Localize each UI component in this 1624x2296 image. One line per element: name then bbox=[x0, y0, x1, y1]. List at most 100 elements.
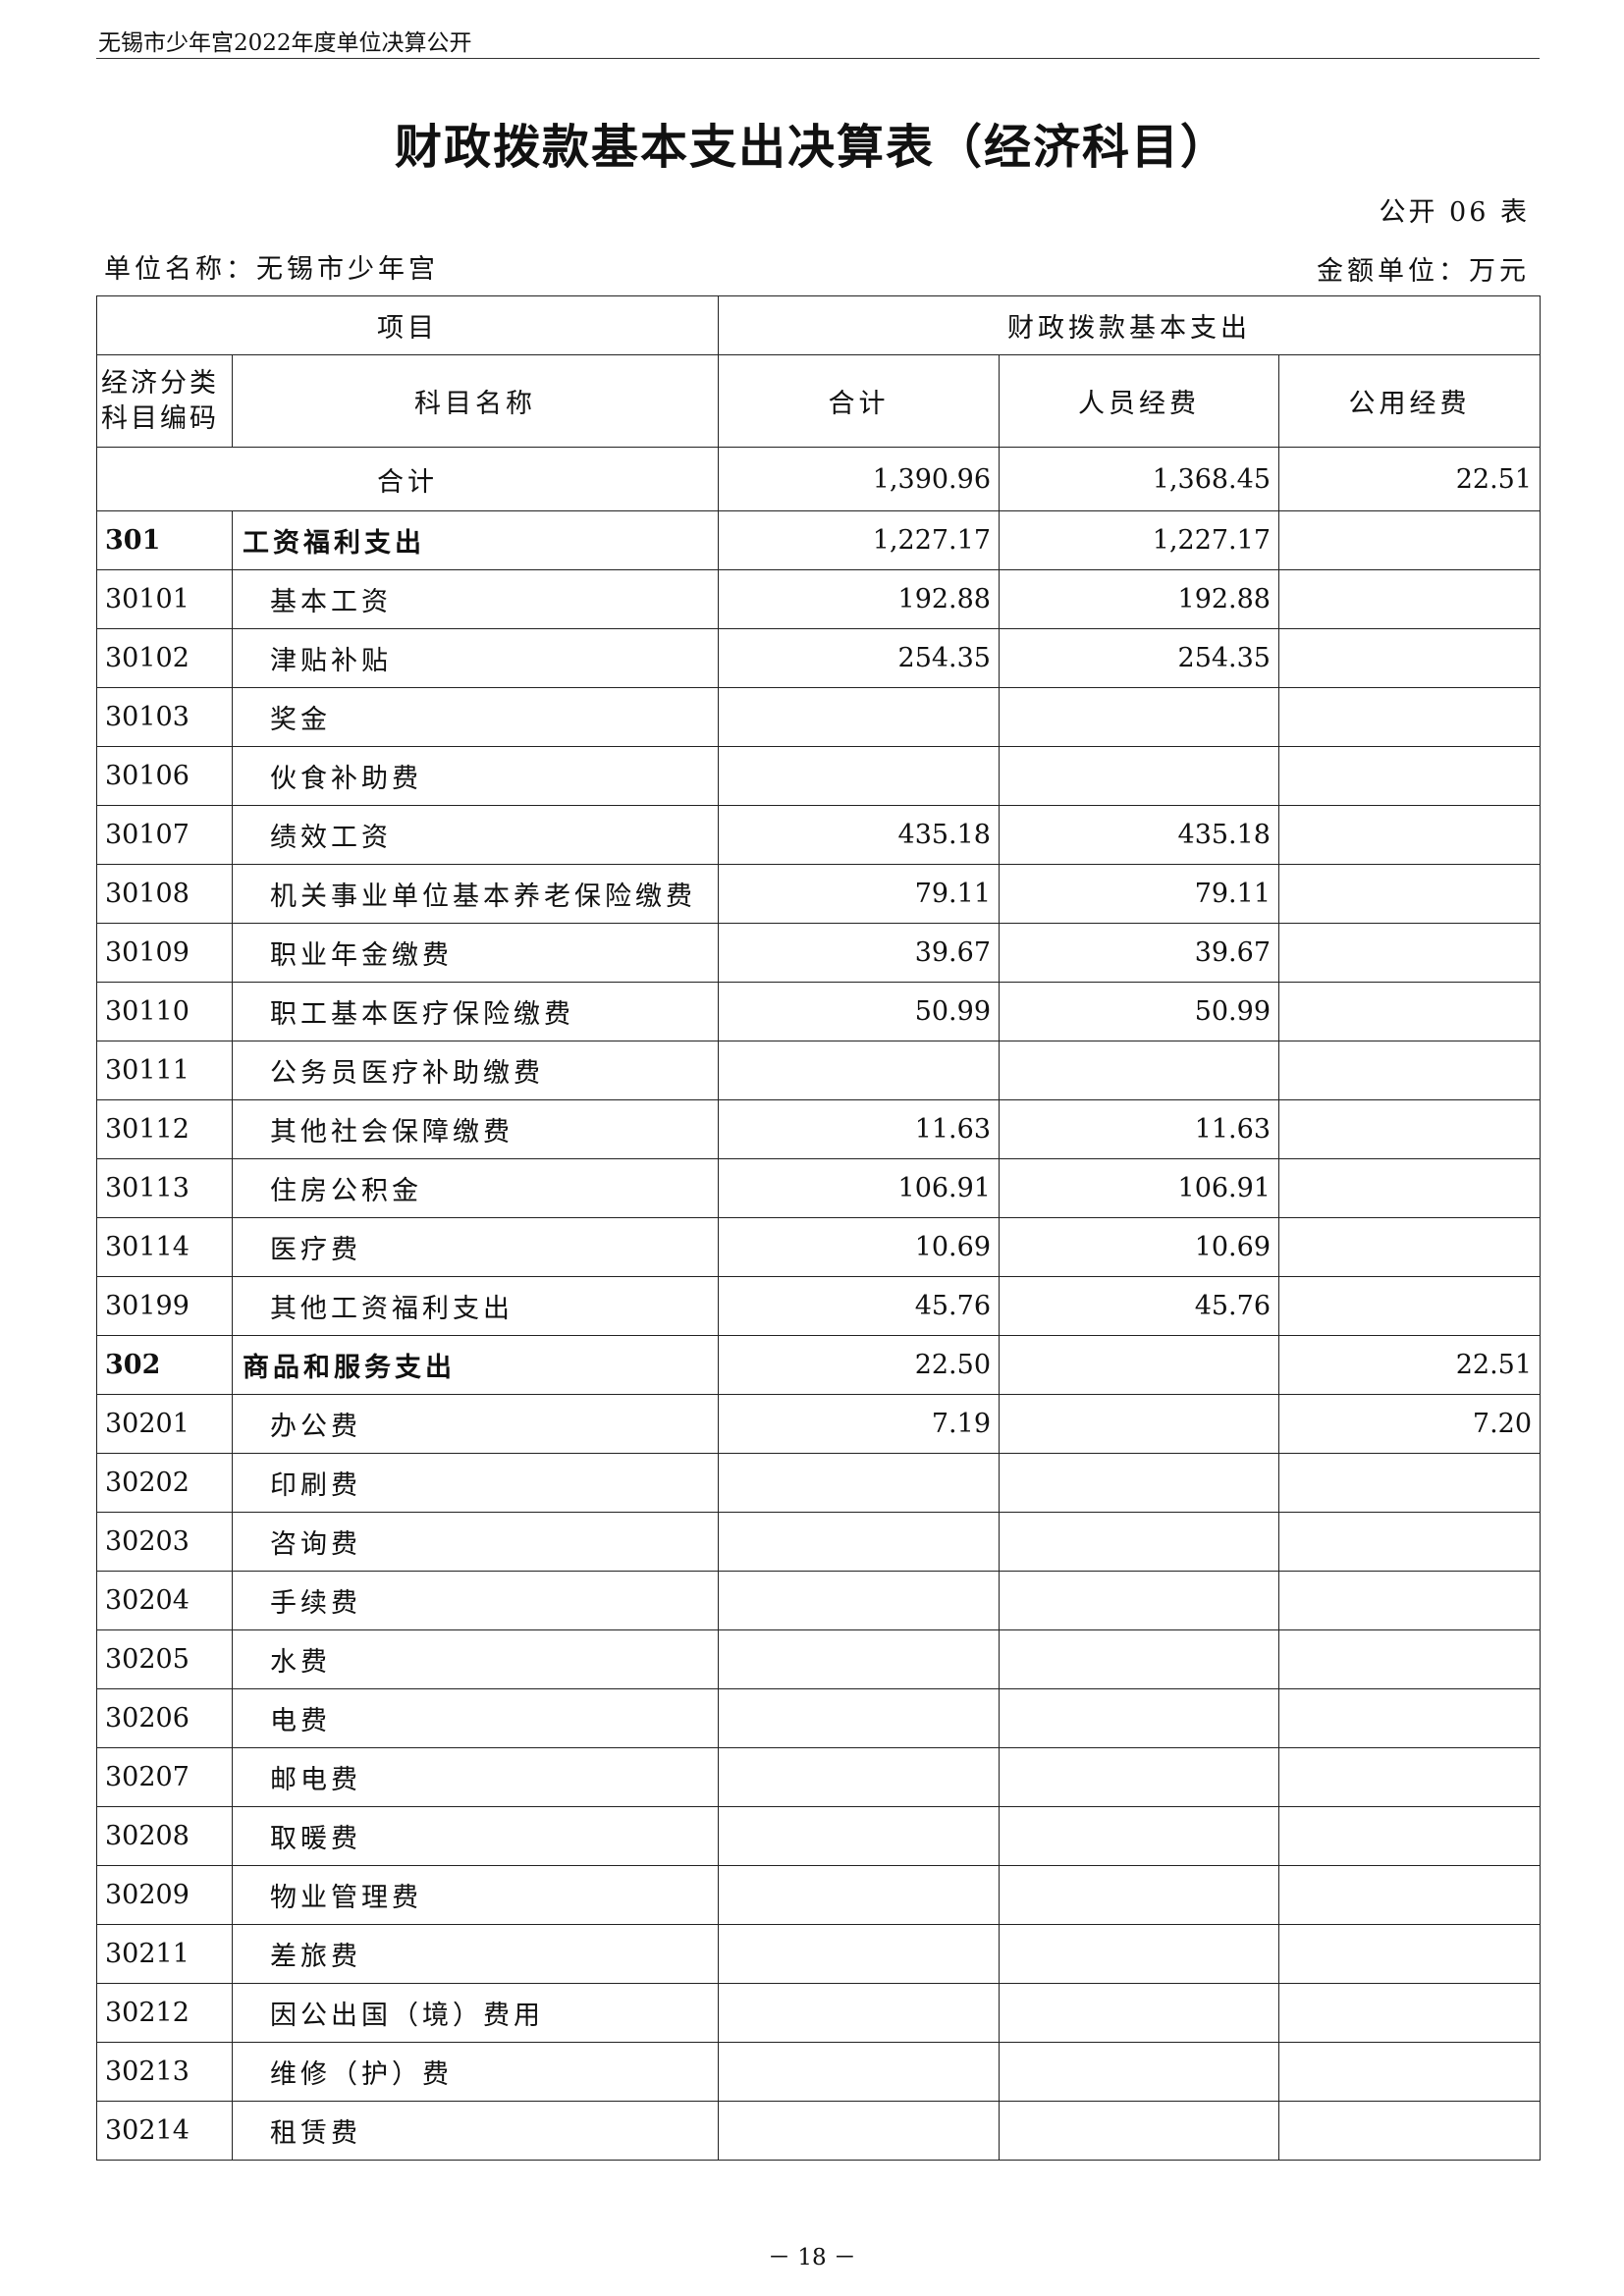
row-name: 绩效工资 bbox=[232, 805, 719, 865]
row-public bbox=[1277, 1629, 1542, 1689]
row-personnel: 254.35 bbox=[999, 628, 1279, 688]
row-public bbox=[1277, 1158, 1542, 1218]
row-personnel bbox=[999, 1512, 1279, 1572]
row-total bbox=[718, 1453, 1000, 1513]
row-code: 30212 bbox=[96, 1983, 233, 2043]
row-name: 工资福利支出 bbox=[232, 510, 719, 570]
row-public bbox=[1277, 746, 1542, 806]
total-total: 1,390.96 bbox=[718, 447, 1000, 511]
row-name: 职业年金缴费 bbox=[232, 923, 719, 983]
row-name: 机关事业单位基本养老保险缴费 bbox=[232, 864, 719, 924]
row-code: 30205 bbox=[96, 1629, 233, 1689]
row-code: 30106 bbox=[96, 746, 233, 806]
table-row: 30206 电费 bbox=[96, 1688, 1542, 1748]
table-row: 30203 咨询费 bbox=[96, 1512, 1542, 1572]
row-personnel: 1,227.17 bbox=[999, 510, 1279, 570]
page-number: － 18 － bbox=[768, 2245, 856, 2270]
header-total: 合计 bbox=[718, 354, 1000, 448]
row-name: 印刷费 bbox=[232, 1453, 719, 1513]
row-code: 30112 bbox=[96, 1099, 233, 1159]
table-row: 30101 基本工资 192.88 192.88 bbox=[96, 569, 1542, 629]
row-total bbox=[718, 1041, 1000, 1100]
row-total bbox=[718, 687, 1000, 747]
total-personnel: 1,368.45 bbox=[999, 447, 1279, 511]
row-name: 伙食补助费 bbox=[232, 746, 719, 806]
row-code: 30114 bbox=[96, 1217, 233, 1277]
row-public bbox=[1277, 569, 1542, 629]
row-code: 30202 bbox=[96, 1453, 233, 1513]
row-code: 30213 bbox=[96, 2042, 233, 2102]
row-public bbox=[1277, 1924, 1542, 1984]
row-code: 30103 bbox=[96, 687, 233, 747]
header-code: 经济分类科目编码 bbox=[96, 354, 233, 448]
row-personnel bbox=[999, 1394, 1279, 1454]
row-code: 30113 bbox=[96, 1158, 233, 1218]
row-public bbox=[1277, 1453, 1542, 1513]
table-row: 30109 职业年金缴费 39.67 39.67 bbox=[96, 923, 1542, 983]
table-row: 30112 其他社会保障缴费 11.63 11.63 bbox=[96, 1099, 1542, 1159]
table-row: 30107 绩效工资 435.18 435.18 bbox=[96, 805, 1542, 865]
table-row: 30202 印刷费 bbox=[96, 1453, 1542, 1513]
row-public bbox=[1277, 1747, 1542, 1807]
row-name: 租赁费 bbox=[232, 2101, 719, 2161]
row-total bbox=[718, 1688, 1000, 1748]
row-personnel: 50.99 bbox=[999, 982, 1279, 1041]
row-personnel bbox=[999, 1453, 1279, 1513]
row-code: 30214 bbox=[96, 2101, 233, 2161]
header-public: 公用经费 bbox=[1277, 354, 1542, 448]
row-code: 30109 bbox=[96, 923, 233, 983]
row-personnel: 10.69 bbox=[999, 1217, 1279, 1277]
row-total: 22.50 bbox=[718, 1335, 1000, 1395]
table-row: 30201 办公费 7.19 7.20 bbox=[96, 1394, 1542, 1454]
row-personnel bbox=[999, 746, 1279, 806]
table-row: 30111 公务员医疗补助缴费 bbox=[96, 1041, 1542, 1100]
row-personnel bbox=[999, 1335, 1279, 1395]
row-personnel bbox=[999, 1571, 1279, 1630]
row-total bbox=[718, 1571, 1000, 1630]
row-name: 职工基本医疗保险缴费 bbox=[232, 982, 719, 1041]
row-public bbox=[1277, 2101, 1542, 2161]
row-total: 1,227.17 bbox=[718, 510, 1000, 570]
row-total: 7.19 bbox=[718, 1394, 1000, 1454]
table-row: 30103 奖金 bbox=[96, 687, 1542, 747]
row-public bbox=[1277, 510, 1542, 570]
money-unit: 金额单位：万元 bbox=[1317, 256, 1530, 287]
table-row: 30209 物业管理费 bbox=[96, 1865, 1542, 1925]
row-public bbox=[1277, 864, 1542, 924]
row-personnel bbox=[999, 1806, 1279, 1866]
row-public: 22.51 bbox=[1277, 1335, 1542, 1395]
row-public bbox=[1277, 982, 1542, 1041]
row-personnel: 106.91 bbox=[999, 1158, 1279, 1218]
unit-name: 单位名称：无锡市少年宫 bbox=[104, 254, 439, 285]
row-total: 10.69 bbox=[718, 1217, 1000, 1277]
row-personnel: 192.88 bbox=[999, 569, 1279, 629]
table-row: 30110 职工基本医疗保险缴费 50.99 50.99 bbox=[96, 982, 1542, 1041]
row-code: 30107 bbox=[96, 805, 233, 865]
row-name: 办公费 bbox=[232, 1394, 719, 1454]
table-row: 30212 因公出国（境）费用 bbox=[96, 1983, 1542, 2043]
row-name: 咨询费 bbox=[232, 1512, 719, 1572]
row-personnel: 79.11 bbox=[999, 864, 1279, 924]
row-total: 192.88 bbox=[718, 569, 1000, 629]
table-row: 30207 邮电费 bbox=[96, 1747, 1542, 1807]
table-row: 30113 住房公积金 106.91 106.91 bbox=[96, 1158, 1542, 1218]
row-total bbox=[718, 1806, 1000, 1866]
header-item: 项目 bbox=[96, 295, 719, 355]
row-personnel bbox=[999, 1747, 1279, 1807]
row-total bbox=[718, 1629, 1000, 1689]
row-total: 11.63 bbox=[718, 1099, 1000, 1159]
row-personnel bbox=[999, 687, 1279, 747]
row-personnel bbox=[999, 1688, 1279, 1748]
row-total bbox=[718, 2101, 1000, 2161]
total-public: 22.51 bbox=[1277, 447, 1542, 511]
row-name: 医疗费 bbox=[232, 1217, 719, 1277]
row-name: 奖金 bbox=[232, 687, 719, 747]
row-total: 106.91 bbox=[718, 1158, 1000, 1218]
row-name: 其他社会保障缴费 bbox=[232, 1099, 719, 1159]
row-name: 邮电费 bbox=[232, 1747, 719, 1807]
row-total bbox=[718, 1512, 1000, 1572]
total-label: 合计 bbox=[96, 447, 719, 511]
row-name: 津贴补贴 bbox=[232, 628, 719, 688]
row-name: 取暖费 bbox=[232, 1806, 719, 1866]
table-row: 30114 医疗费 10.69 10.69 bbox=[96, 1217, 1542, 1277]
